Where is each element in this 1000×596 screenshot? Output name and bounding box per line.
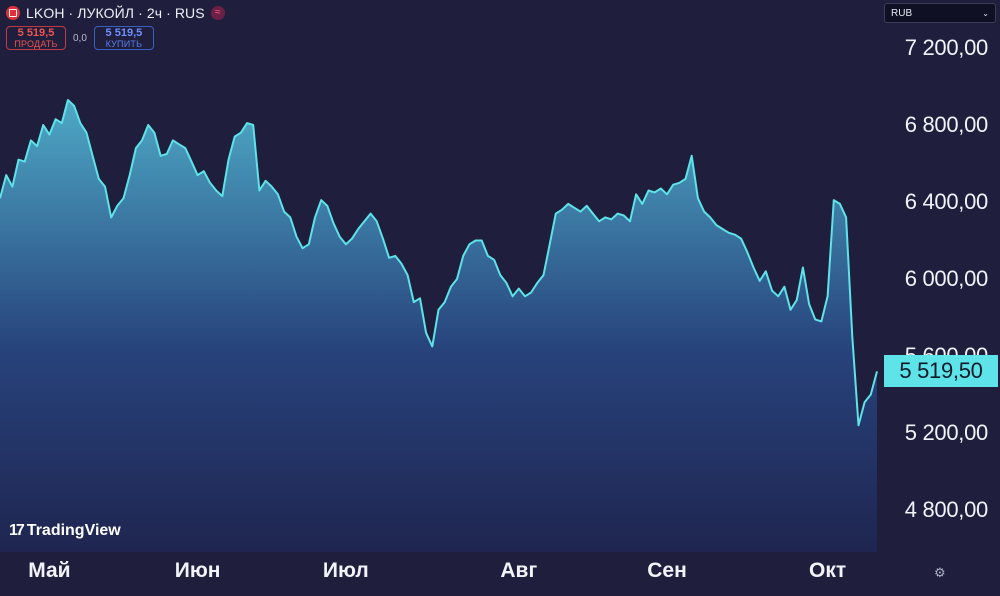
spread-value: 0,0 (73, 32, 87, 44)
tradingview-logo[interactable]: 17 TradingView (9, 522, 121, 540)
price-tick-label: 4 800,00 (904, 497, 989, 522)
price-tick-label: 7 200,00 (904, 35, 989, 60)
last-price-badge: 5 519,50 (884, 355, 998, 388)
tradingview-mark-icon: 17 (9, 522, 25, 539)
currency-select[interactable]: RUB ⌄ (884, 3, 996, 23)
sell-label: ПРОДАТЬ (14, 39, 58, 49)
price-tick-label: 6 800,00 (904, 112, 989, 137)
month-label: Июл (322, 559, 369, 582)
month-label: Сен (647, 559, 687, 582)
month-label: Май (28, 559, 71, 582)
wave-icon[interactable]: ≈ (210, 6, 225, 20)
tradingview-label: TradingView (26, 522, 121, 539)
last-price-value: 5 519,50 (899, 358, 983, 384)
buy-price: 5 519,5 (105, 27, 143, 39)
symbol-header: LKOH · ЛУКОЙЛ · 2ч · RUS ≈ (6, 4, 225, 22)
price-tick-label: 6 000,00 (904, 266, 989, 291)
buy-label: КУПИТЬ (105, 39, 143, 49)
month-label: Июн (174, 559, 221, 582)
price-tick-label: 6 400,00 (904, 189, 989, 214)
settings-icon[interactable]: ⚙ (934, 565, 946, 580)
lukoil-logo-icon (6, 6, 20, 20)
price-line (0, 99, 878, 427)
chevron-down-icon: ⌄ (982, 8, 989, 18)
month-label: Авг (500, 559, 538, 582)
buy-button[interactable]: 5 519,5 КУПИТЬ (93, 26, 154, 50)
symbol-title: LKOH · ЛУКОЙЛ · 2ч · RUS (26, 5, 205, 21)
sell-price: 5 519,5 (17, 27, 55, 39)
currency-value: RUB (891, 7, 913, 19)
trade-buttons: 5 519,5 ПРОДАТЬ 0,0 5 519,5 КУПИТЬ (6, 26, 154, 50)
price-tick-label: 5 200,00 (904, 420, 989, 445)
price-area (0, 100, 877, 552)
sell-button[interactable]: 5 519,5 ПРОДАТЬ (6, 26, 66, 50)
month-label: Окт (809, 559, 847, 582)
